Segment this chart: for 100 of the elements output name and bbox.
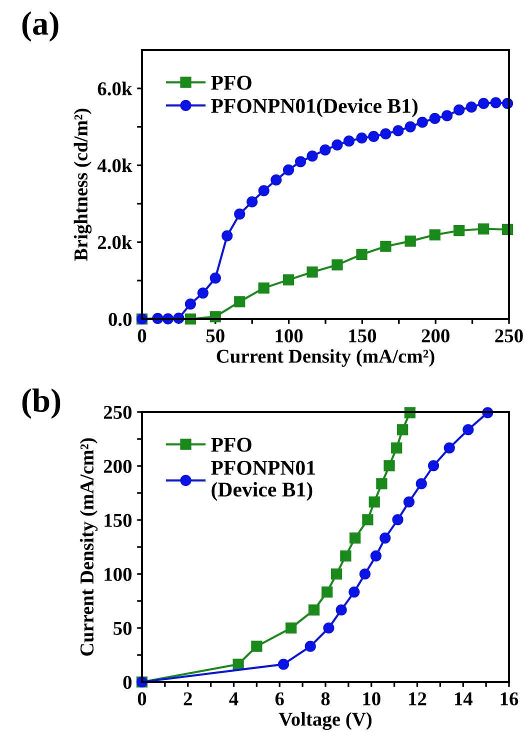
point	[306, 266, 318, 278]
point	[294, 156, 306, 168]
point	[392, 125, 404, 136]
point	[270, 174, 282, 186]
legend-label: PFONPN01(Device B1)	[211, 98, 418, 118]
x-tick-label: 250	[495, 329, 523, 342]
point	[246, 196, 258, 208]
point	[234, 296, 246, 308]
chart-title: (b)	[22, 388, 60, 419]
x-tick-label: 4	[229, 692, 238, 706]
point	[304, 640, 316, 652]
point	[384, 460, 395, 472]
point	[278, 658, 290, 670]
point	[416, 478, 427, 490]
point	[462, 424, 474, 436]
point	[322, 586, 333, 598]
y-tick-label: 2.0k	[98, 235, 132, 250]
point	[343, 136, 355, 147]
point	[234, 208, 246, 220]
x-tick-label: 8	[321, 692, 330, 706]
x-tick-label: 14	[454, 692, 472, 706]
point	[454, 225, 465, 236]
point	[441, 110, 453, 122]
point	[332, 139, 343, 150]
point	[478, 98, 490, 109]
point	[330, 568, 342, 580]
point	[258, 282, 270, 294]
x-tick-label: 2	[184, 692, 192, 706]
point	[323, 622, 334, 634]
x-tick-label: 6	[275, 692, 284, 706]
point	[380, 240, 392, 252]
x-axis-title: Voltage (V)	[278, 712, 372, 730]
point	[466, 102, 477, 113]
point	[368, 130, 380, 142]
point	[428, 460, 440, 472]
point	[490, 97, 502, 108]
y-tick-label: 4.0k	[97, 158, 132, 172]
point	[404, 121, 416, 132]
x-tick-label: 16	[500, 692, 518, 706]
point	[368, 496, 380, 508]
point	[370, 550, 382, 562]
point	[416, 116, 428, 128]
point	[350, 532, 361, 544]
chart-title: (a)	[22, 11, 58, 42]
point	[356, 132, 368, 144]
point	[340, 550, 352, 562]
point	[184, 298, 196, 310]
point	[197, 288, 208, 299]
y-tick-label: 200	[104, 460, 132, 473]
x-tick-label: 50	[206, 329, 224, 342]
point	[478, 223, 490, 234]
y-tick-label: 50	[114, 622, 132, 635]
point	[336, 604, 347, 616]
point	[380, 532, 391, 544]
point	[222, 230, 233, 242]
y-tick-label: 150	[104, 514, 132, 527]
x-tick-label: 150	[349, 329, 376, 342]
x-axis-title: Current Density (mA/cm²)	[216, 349, 434, 367]
point	[397, 424, 408, 436]
point	[306, 150, 318, 162]
point	[362, 514, 374, 526]
y-tick-label: 6.0k	[98, 82, 132, 96]
point	[356, 248, 368, 260]
point	[210, 272, 221, 284]
point	[286, 622, 297, 634]
point	[348, 586, 360, 598]
x-tick-label: 200	[422, 329, 450, 342]
point	[320, 144, 331, 156]
y-tick-label: 100	[104, 568, 132, 581]
y-axis-title: Brightness (cd/m²)	[74, 108, 92, 261]
point	[282, 274, 294, 286]
x-tick-label: 10	[363, 692, 380, 706]
point	[282, 164, 294, 176]
point	[429, 229, 440, 240]
y-tick-label: 0.0	[108, 312, 132, 326]
point	[258, 185, 270, 196]
point	[429, 112, 440, 124]
point	[380, 128, 392, 140]
point	[404, 236, 416, 247]
x-tick-label: 0	[138, 329, 146, 342]
point	[232, 658, 244, 670]
point	[391, 442, 402, 454]
legend-label: PFO	[211, 438, 252, 452]
x-tick-label: 12	[409, 692, 426, 706]
legend-label: PFO	[211, 76, 252, 90]
y-tick-label: 250	[104, 406, 132, 419]
x-tick-label: 100	[276, 329, 303, 342]
legend-label: PFONPN01 (Device B1)	[211, 460, 315, 501]
point	[444, 442, 455, 454]
point	[308, 604, 320, 616]
y-tick-label: 0	[123, 676, 132, 689]
point	[403, 496, 415, 508]
point	[332, 259, 343, 270]
point	[454, 104, 465, 116]
y-axis-title: Current Density (mA/cm²)	[80, 438, 98, 656]
point	[251, 640, 262, 652]
point	[392, 514, 404, 526]
point	[359, 568, 371, 580]
point	[376, 478, 388, 490]
x-tick-label: 0	[138, 692, 146, 706]
